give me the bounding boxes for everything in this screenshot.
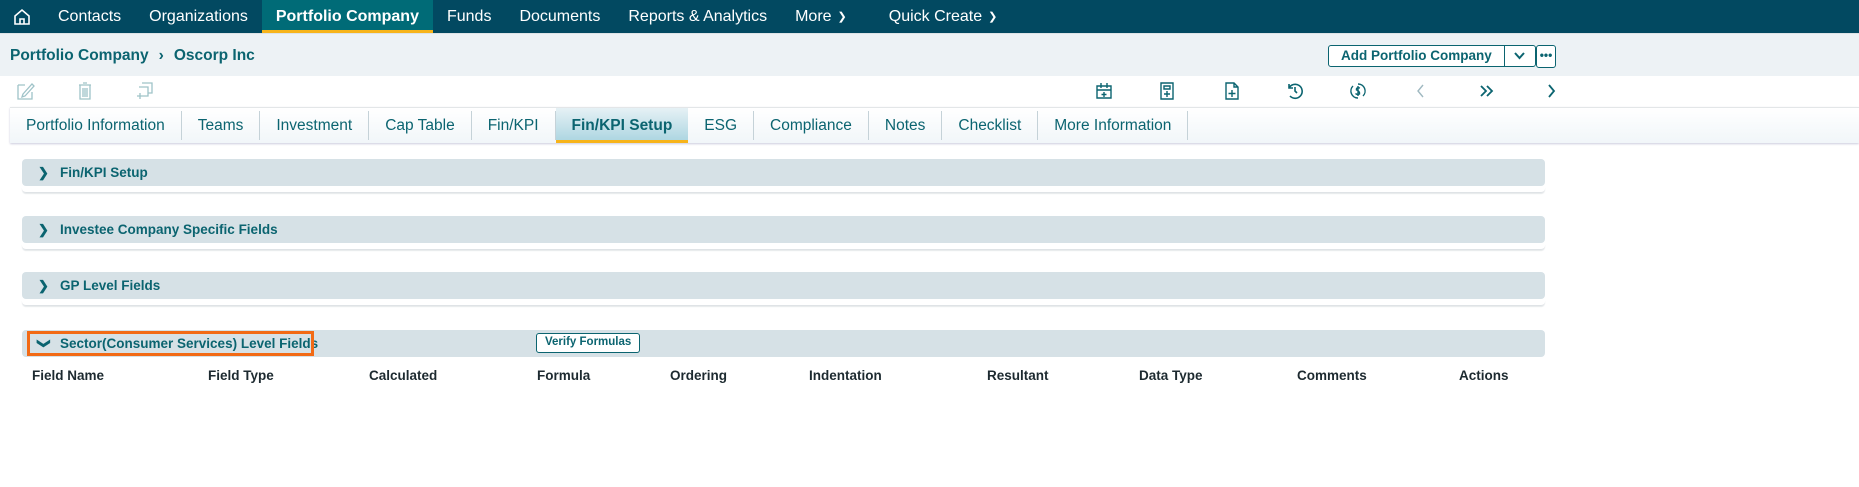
copy-icon[interactable] [134, 80, 156, 102]
nav-quick-create[interactable]: Quick Create ❯ [875, 0, 1012, 33]
nav-quick-create-label: Quick Create [888, 7, 983, 25]
section-title: Sector(Consumer Services) Level Fields [60, 336, 319, 351]
tab-fin-kpi-setup[interactable]: Fin/KPI Setup [555, 108, 689, 143]
column-header-indentation: Indentation [809, 368, 882, 383]
edit-icon[interactable] [14, 80, 36, 102]
chevron-right-icon: › [158, 47, 164, 64]
nav-organizations[interactable]: Organizations [149, 7, 248, 25]
chevron-right-icon: ❯ [38, 221, 49, 237]
section-divider [22, 187, 1545, 193]
column-header-comments: Comments [1297, 368, 1367, 383]
chevron-down-icon: ❯ [837, 11, 847, 23]
section-title: Investee Company Specific Fields [60, 222, 278, 237]
chevron-down-icon[interactable] [1505, 46, 1535, 66]
section-title: Fin/KPI Setup [60, 165, 148, 180]
breadcrumb: Portfolio Company › Oscorp Inc [10, 47, 255, 65]
column-header-field-name: Field Name [32, 368, 105, 383]
delete-icon[interactable] [74, 80, 96, 102]
tab-fin-kpi[interactable]: Fin/KPI [472, 111, 556, 140]
tab-portfolio-information[interactable]: Portfolio Information [10, 111, 182, 140]
nav-funds[interactable]: Funds [446, 7, 492, 25]
last-icon[interactable] [1475, 80, 1497, 102]
verify-formulas-button[interactable]: Verify Formulas [536, 333, 641, 353]
column-header-data-type: Data Type [1139, 368, 1203, 383]
tab-checklist[interactable]: Checklist [942, 111, 1039, 140]
add-button-label[interactable]: Add Portfolio Company [1329, 46, 1505, 66]
tab-bar: Portfolio Information Teams Investment C… [10, 107, 1859, 143]
nav-more-label: More [795, 7, 832, 25]
section-investee-company-fields[interactable]: ❯ Investee Company Specific Fields [22, 216, 1545, 243]
column-header-resultant: Resultant [987, 368, 1049, 383]
chevron-right-icon: ❯ [38, 277, 49, 293]
section-divider [22, 244, 1545, 250]
calendar-icon[interactable] [1093, 80, 1115, 102]
section-gp-level-fields[interactable]: ❯ GP Level Fields [22, 272, 1545, 299]
previous-icon[interactable] [1410, 80, 1432, 102]
chevron-down-icon: ❯ [988, 11, 998, 23]
breadcrumb-bar: Portfolio Company › Oscorp Inc Add Portf… [0, 33, 1859, 76]
form-icon[interactable] [1156, 80, 1178, 102]
section-sector-level-fields[interactable]: ❯ Sector(Consumer Services) Level Fields [22, 330, 1545, 357]
tab-esg[interactable]: ESG [688, 111, 755, 140]
currency-sync-icon[interactable] [1347, 80, 1369, 102]
toolbar [0, 76, 1859, 106]
tab-more-information[interactable]: More Information [1038, 111, 1189, 140]
next-icon[interactable] [1540, 80, 1562, 102]
tab-notes[interactable]: Notes [869, 111, 943, 140]
tab-investment[interactable]: Investment [260, 111, 370, 140]
nav-documents[interactable]: Documents [519, 7, 601, 25]
section-divider [22, 300, 1545, 306]
column-header-actions: Actions [1459, 368, 1509, 383]
top-nav: Contacts Organizations Portfolio Company… [0, 0, 1859, 33]
tab-compliance[interactable]: Compliance [754, 111, 869, 140]
column-header-calculated: Calculated [369, 368, 438, 383]
column-header-ordering: Ordering [670, 368, 728, 383]
column-header-formula: Formula [537, 368, 591, 383]
column-header-field-type: Field Type [208, 368, 274, 383]
section-title: GP Level Fields [60, 278, 161, 293]
add-portfolio-company-button[interactable]: Add Portfolio Company [1328, 45, 1536, 67]
section-fin-kpi-setup[interactable]: ❯ Fin/KPI Setup [22, 159, 1545, 186]
nav-reports[interactable]: Reports & Analytics [628, 7, 768, 25]
history-icon[interactable] [1284, 80, 1306, 102]
add-document-icon[interactable] [1221, 80, 1243, 102]
nav-portfolio-company[interactable]: Portfolio Company [261, 0, 434, 33]
nav-more[interactable]: More ❯ [781, 0, 861, 33]
breadcrumb-parent[interactable]: Portfolio Company [10, 47, 149, 64]
nav-contacts[interactable]: Contacts [58, 7, 122, 25]
home-icon[interactable] [0, 0, 44, 33]
more-options-button[interactable]: ••• [1536, 45, 1556, 68]
highlight-box [27, 331, 314, 356]
breadcrumb-current: Oscorp Inc [173, 47, 255, 64]
tab-teams[interactable]: Teams [182, 111, 261, 140]
chevron-right-icon: ❯ [38, 164, 49, 180]
tab-cap-table[interactable]: Cap Table [369, 111, 472, 140]
